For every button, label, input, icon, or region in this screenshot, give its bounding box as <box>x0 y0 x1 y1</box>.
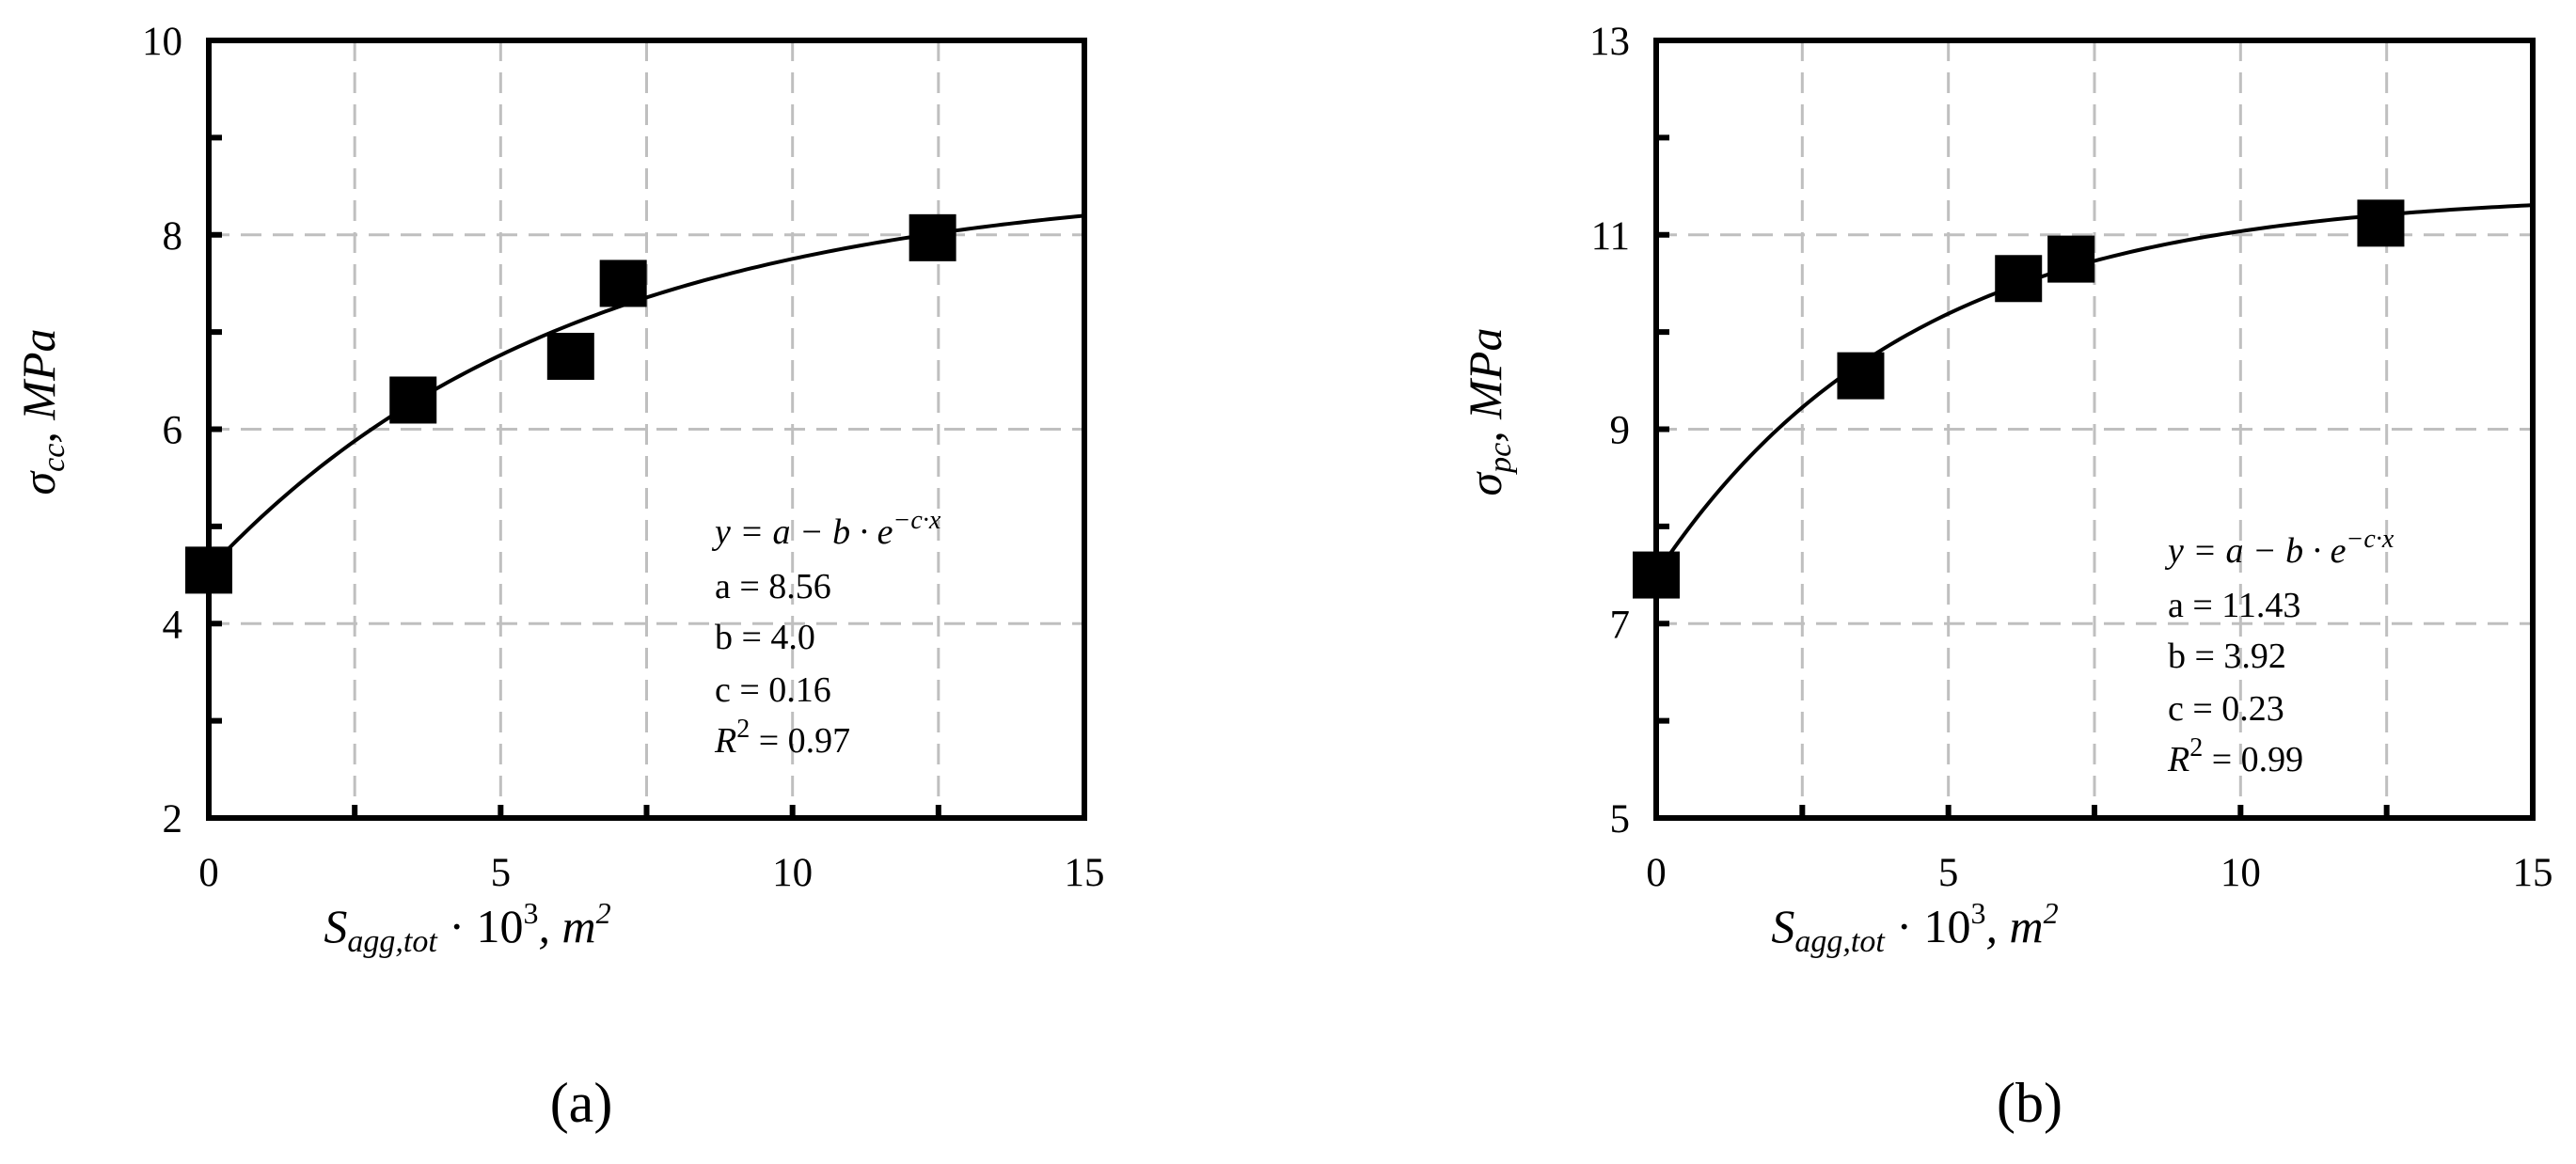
param-b-a: b = 4.0 <box>715 618 815 657</box>
y-tick-label: 5 <box>1610 797 1631 842</box>
y-tick-label: 11 <box>1591 214 1630 259</box>
param-c-b: c = 0.23 <box>2168 689 2284 729</box>
y-axis-label-b: σpc, MPa <box>1459 328 1518 496</box>
r-squared-b: R2 = 0.99 <box>2167 733 2303 779</box>
y-tick-label: 10 <box>142 20 182 64</box>
y-tick-label: 6 <box>163 409 183 453</box>
y-tick-label: 2 <box>163 797 183 842</box>
y-tick-label: 4 <box>163 603 183 647</box>
x-tick-label: 5 <box>491 851 512 895</box>
param-b-b: b = 3.92 <box>2168 637 2286 676</box>
y-tick-label: 9 <box>1610 409 1631 453</box>
x-axis-label-b: Sagg,tot · 103, m2 <box>1771 896 2058 959</box>
fit-equation-b: y = a − b · e−c·x <box>2164 525 2394 571</box>
x-tick-labels-b: 0 5 10 15 <box>1646 851 2552 895</box>
data-point <box>2357 199 2405 247</box>
y-tick-label: 8 <box>163 214 183 259</box>
data-point <box>1995 255 2043 303</box>
param-c-a: c = 0.16 <box>715 670 831 710</box>
data-point <box>1837 352 1885 400</box>
data-points-a <box>185 213 956 594</box>
data-point <box>599 260 647 307</box>
x-tick-label: 0 <box>1646 851 1667 895</box>
fit-annotation-b: y = a − b · e−c·x a = 11.43 b = 3.92 c =… <box>2164 525 2394 779</box>
grid-a <box>209 40 1084 818</box>
data-point <box>909 213 956 261</box>
grid-b <box>1656 40 2533 818</box>
y-tick-labels-b: 5 7 9 11 13 <box>1589 20 1630 842</box>
x-tick-label: 15 <box>2513 851 2553 895</box>
x-tick-label: 10 <box>772 851 813 895</box>
x-axis-label-a: Sagg,tot · 103, m2 <box>324 896 610 959</box>
param-a-b: a = 11.43 <box>2168 586 2300 625</box>
x-tick-label: 15 <box>1065 851 1105 895</box>
r-squared-a: R2 = 0.97 <box>714 715 850 761</box>
y-axis-label-a: σcc, MPa <box>12 328 71 495</box>
y-tick-label: 7 <box>1610 603 1631 647</box>
x-tick-label: 0 <box>198 851 219 895</box>
x-tick-labels-a: 0 5 10 15 <box>198 851 1104 895</box>
param-a-a: a = 8.56 <box>715 567 831 606</box>
fit-annotation-a: y = a − b · e−c·x a = 8.56 b = 4.0 c = 0… <box>711 506 941 761</box>
x-tick-label: 5 <box>1938 851 1959 895</box>
y-tick-label: 13 <box>1589 20 1630 64</box>
ticks-b <box>1653 38 2536 821</box>
fit-equation-a: y = a − b · e−c·x <box>711 506 941 552</box>
panel-label-a: (a) <box>550 1072 613 1134</box>
x-tick-label: 10 <box>2220 851 2261 895</box>
ticks-a <box>206 38 1087 821</box>
data-point <box>546 332 594 380</box>
data-point <box>2047 235 2095 283</box>
data-point <box>389 376 437 424</box>
chart-panel-a: 0 5 10 15 2 4 6 8 10 Sagg,tot · 103, m2 σcc, MP… <box>12 20 1105 1134</box>
y-tick-labels-a: 2 4 6 8 10 <box>142 20 182 842</box>
panel-label-b: (b) <box>1997 1072 2062 1134</box>
